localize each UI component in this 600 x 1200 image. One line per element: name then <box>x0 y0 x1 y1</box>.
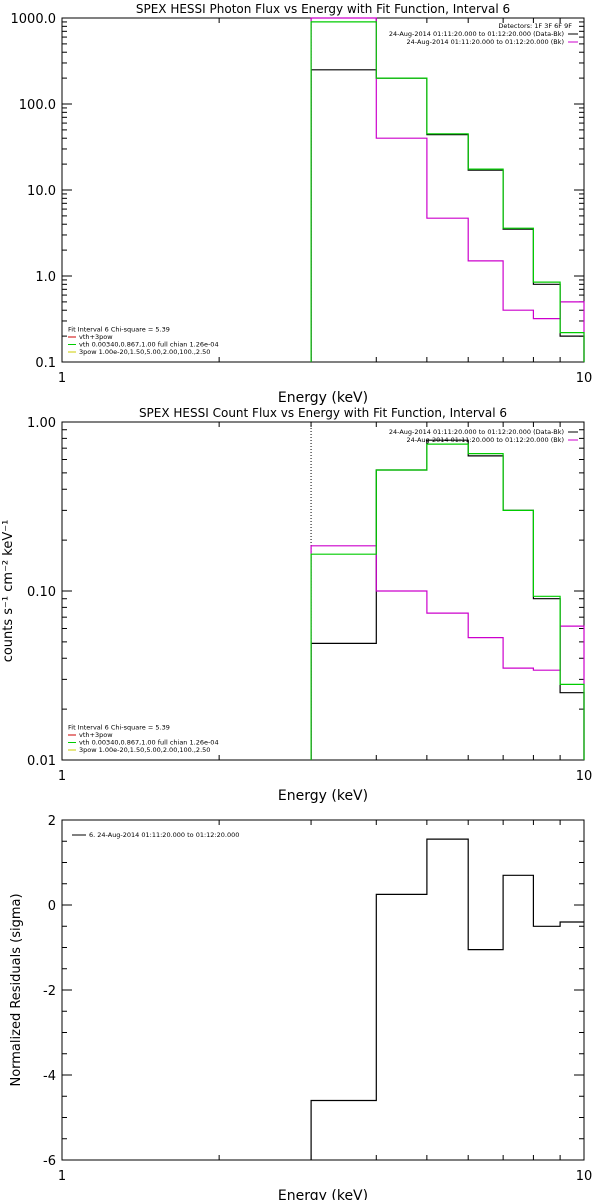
x-axis-label: Energy (keV) <box>278 788 368 804</box>
legend-entry: vth+3pow <box>79 333 113 341</box>
y-tick-label: -6 <box>43 1154 56 1169</box>
y-axis-label: Normalized Residuals (sigma) <box>9 893 24 1086</box>
y-tick-label: 2 <box>48 814 56 829</box>
y-tick-label: 1.00 <box>27 416 56 431</box>
residuals-panel: 1 10 -6 -4 -2 0 2 Energy (keV) Normalized Residu… <box>9 814 592 1200</box>
y-tick-label: 100.0 <box>19 98 56 113</box>
legend-entry: Fit Interval 6 Chi-square = 5.39 <box>68 326 170 334</box>
x-tick-label: 1 <box>58 1169 66 1184</box>
chart-title: SPEX HESSI Photon Flux vs Energy with Fi… <box>136 2 510 16</box>
series-fit-total <box>310 21 585 362</box>
legend-entry: Fit Interval 6 Chi-square = 5.39 <box>68 724 170 732</box>
x-tick-label: 10 <box>576 1169 593 1184</box>
x-tick-label: 10 <box>576 371 593 386</box>
x-axis-label: Energy (keV) <box>278 390 368 406</box>
y-tick-label: 0.01 <box>27 754 56 769</box>
y-tick-label: 1.0 <box>35 270 56 285</box>
legend-entry: vth 0.00340,0.867,1.00 full chian 1.26e-… <box>79 739 219 747</box>
y-axis-label: counts s⁻¹ cm⁻² keV⁻¹ <box>1 520 16 663</box>
series-fit-total <box>310 443 585 760</box>
x-tick-label: 1 <box>58 769 66 784</box>
legend-entry: 3pow 1.00e-20,1.50,5.00,2.00,100.,2.50 <box>79 746 210 754</box>
y-tick-label: 1000.0 <box>11 12 57 27</box>
legend-entry: 24-Aug-2014 01:11:20.000 to 01:12:20.000… <box>389 428 564 436</box>
legend-entry: vth 0.00340,0.867,1.00 full chian 1.26e-… <box>79 341 219 349</box>
legend-entry: 24-Aug-2014 01:11:20.000 to 01:12:20.000… <box>407 436 564 444</box>
series-data-bk <box>310 439 585 760</box>
photon-flux-panel: 1 10 0.1 1.0 10.0 100.0 1000.0 SPEX HESSI Photo… <box>11 2 593 406</box>
count-flux-panel: 1 10 0.01 0.10 1.00 SPEX HESSI Count Flux vs … <box>1 406 592 804</box>
y-tick-label: 0.10 <box>27 585 56 600</box>
y-tick-label: 10.0 <box>27 184 56 199</box>
y-tick-label: 0 <box>48 899 56 914</box>
x-tick-label: 1 <box>58 371 66 386</box>
chart-title: SPEX HESSI Count Flux vs Energy with Fit… <box>139 406 507 420</box>
legend-entry: 24-Aug-2014 01:11:20.000 to 01:12:20.000… <box>389 30 564 38</box>
y-tick-label: -4 <box>43 1069 56 1084</box>
y-tick-label: -2 <box>43 984 56 999</box>
legend-entry: vth+3pow <box>79 731 113 739</box>
legend-header: Detectors: 1F 3F 6F 9F <box>498 22 572 30</box>
y-tick-label: 0.1 <box>35 356 56 371</box>
plot-frame <box>61 421 585 761</box>
x-axis-label: Energy (keV) <box>278 1188 368 1200</box>
series-background <box>310 545 585 760</box>
legend-entry: 3pow 1.00e-20,1.50,5.00,2.00,100.,2.50 <box>79 348 210 356</box>
legend-entry: 24-Aug-2014 01:11:20.000 to 01:12:20.000… <box>407 38 564 46</box>
plot-frame <box>61 819 585 1161</box>
series-residuals <box>310 838 584 1160</box>
legend-entry: 6. 24-Aug-2014 01:11:20.000 to 01:12:20.… <box>89 831 239 839</box>
x-tick-label: 10 <box>576 769 593 784</box>
